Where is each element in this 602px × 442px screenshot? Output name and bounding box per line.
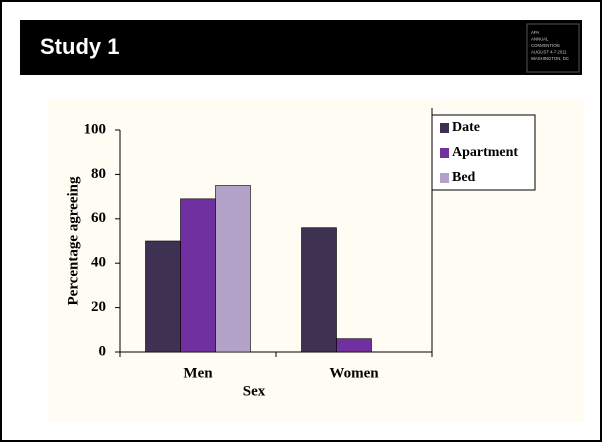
y-tick-label: 80 — [91, 166, 106, 182]
x-axis-label: Sex — [243, 383, 266, 399]
bar — [301, 227, 337, 353]
legend-swatch — [440, 123, 449, 133]
y-tick-label: 100 — [84, 121, 107, 137]
logo-line: WASHINGTON, DC — [531, 56, 569, 61]
legend-swatch — [440, 173, 449, 183]
logo — [526, 23, 580, 73]
bar — [180, 198, 216, 353]
bar — [145, 240, 181, 353]
y-tick-label: 0 — [99, 343, 107, 359]
logo-line: ANNUAL — [531, 37, 549, 42]
legend-label: Date — [452, 120, 480, 135]
y-tick-label: 40 — [91, 255, 106, 271]
y-tick-label: 20 — [91, 299, 106, 315]
logo-line: AUGUST 4-7 2011 — [531, 50, 567, 55]
bar — [336, 338, 372, 353]
x-tick-label: Women — [329, 365, 379, 381]
y-tick-label: 60 — [91, 210, 106, 226]
y-axis-label: Percentage agreeing — [65, 176, 81, 305]
slide-title: Study 1 — [40, 34, 119, 59]
logo-line: APA — [531, 30, 539, 35]
legend-label: Apartment — [452, 145, 518, 160]
legend-box — [431, 114, 536, 191]
header-bar — [20, 20, 582, 75]
x-tick-label: Men — [183, 365, 213, 381]
legend-label: Bed — [452, 170, 476, 185]
bar — [215, 185, 251, 353]
logo-line: CONVENTION — [531, 43, 560, 48]
legend-swatch — [440, 148, 449, 158]
